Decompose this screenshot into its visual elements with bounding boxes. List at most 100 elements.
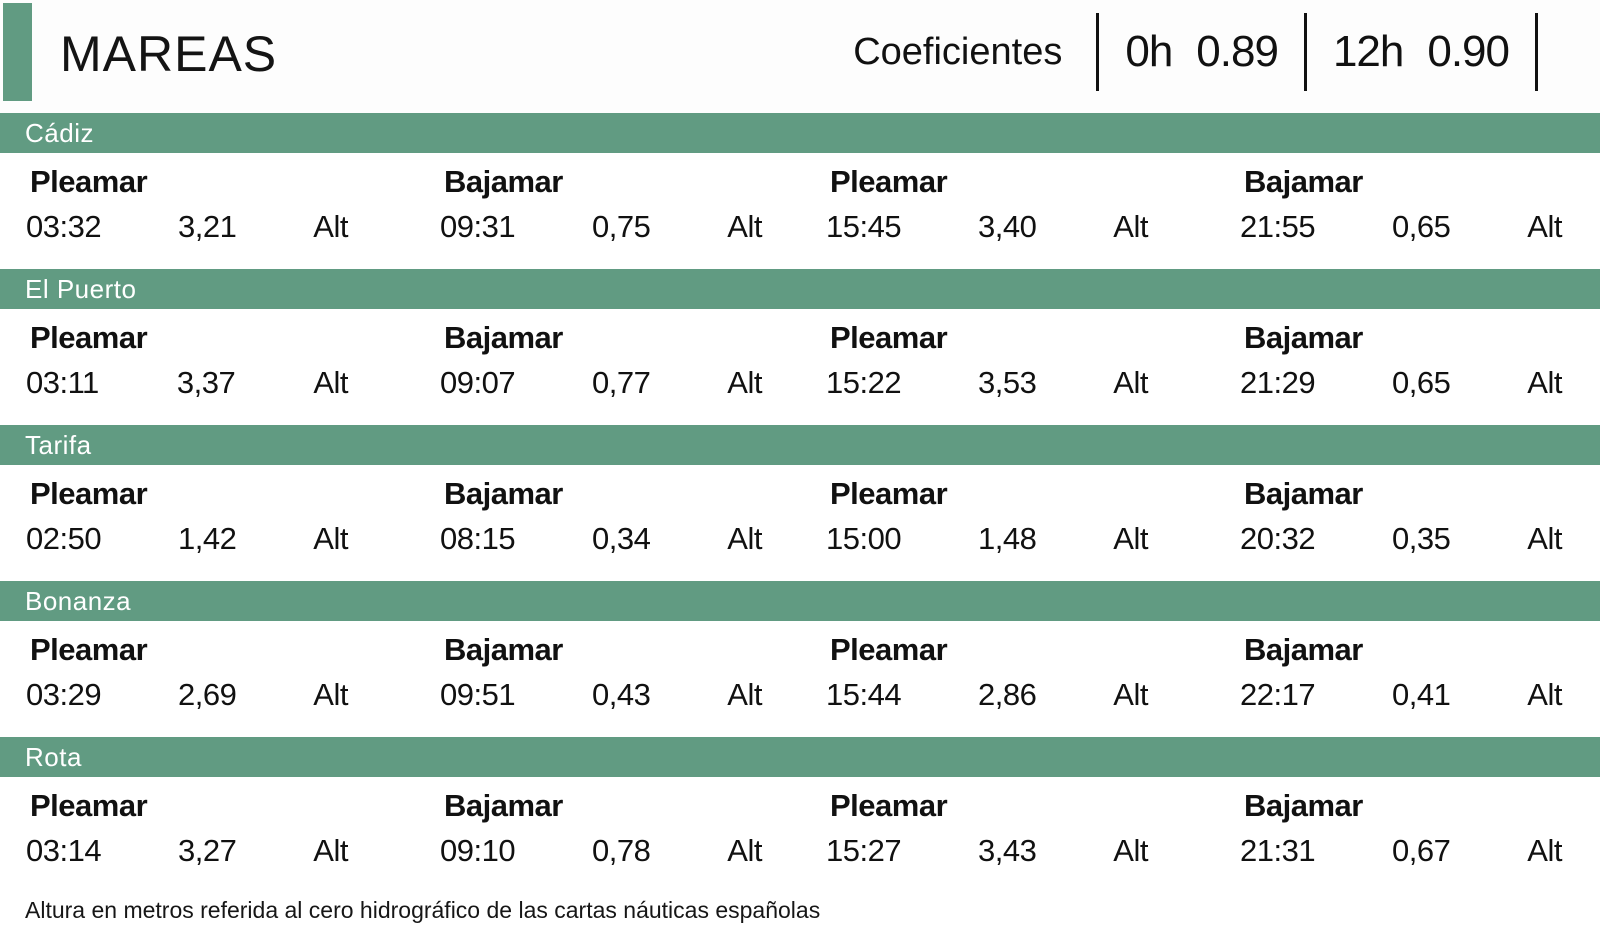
tide-cell-pleamar-2: Pleamar 15:00 1,48 Alt bbox=[800, 465, 1200, 581]
tide-time: 09:31 bbox=[440, 209, 516, 244]
tide-height: 3,43 bbox=[978, 833, 1037, 868]
tide-alt-label: Alt bbox=[313, 209, 348, 244]
tide-height: 2,86 bbox=[978, 677, 1037, 712]
station-name: Bonanza bbox=[25, 586, 132, 616]
tide-values: 09:31 0,75 Alt bbox=[440, 208, 762, 245]
tide-time: 15:27 bbox=[826, 833, 902, 868]
tide-values: 09:07 0,77 Alt bbox=[440, 364, 762, 401]
tide-type-label: Bajamar bbox=[444, 632, 563, 667]
tide-alt-label: Alt bbox=[1527, 365, 1562, 400]
tide-height: 0,65 bbox=[1392, 365, 1451, 400]
tide-time: 03:14 bbox=[26, 833, 102, 868]
station-section: El Puerto Pleamar 03:11 3,37 Alt Bajamar… bbox=[0, 269, 1600, 425]
tide-alt-label: Alt bbox=[1113, 677, 1148, 712]
tide-values: 03:32 3,21 Alt bbox=[26, 208, 348, 245]
tide-values: 15:22 3,53 Alt bbox=[826, 364, 1148, 401]
tide-type-label: Bajamar bbox=[1244, 788, 1363, 823]
tide-cell-pleamar-1: Pleamar 03:32 3,21 Alt bbox=[0, 153, 400, 269]
stations-list: Cádiz Pleamar 03:32 3,21 Alt Bajamar 09:… bbox=[0, 113, 1600, 893]
tide-height: 0,35 bbox=[1392, 521, 1451, 556]
tide-values: 21:31 0,67 Alt bbox=[1240, 832, 1562, 869]
tide-type-label: Pleamar bbox=[830, 320, 948, 355]
header: MAREAS Coeficientes 0h 0.89 12h 0.90 bbox=[0, 0, 1600, 113]
tide-grid: Pleamar 03:32 3,21 Alt Bajamar 09:31 0,7… bbox=[0, 153, 1600, 269]
station-name: Cádiz bbox=[25, 118, 94, 148]
tide-values: 09:10 0,78 Alt bbox=[440, 832, 762, 869]
tide-alt-label: Alt bbox=[313, 365, 348, 400]
tide-time: 02:50 bbox=[26, 521, 102, 556]
tide-type-label: Bajamar bbox=[1244, 632, 1363, 667]
coefficient-time: 12h bbox=[1332, 27, 1404, 76]
tide-cell-bajamar-1: Bajamar 09:51 0,43 Alt bbox=[400, 621, 800, 737]
tide-height: 0,34 bbox=[592, 521, 651, 556]
tide-alt-label: Alt bbox=[727, 209, 762, 244]
tide-cell-pleamar-1: Pleamar 02:50 1,42 Alt bbox=[0, 465, 400, 581]
tide-cell-bajamar-1: Bajamar 08:15 0,34 Alt bbox=[400, 465, 800, 581]
coefficient-value: 0.90 bbox=[1427, 27, 1510, 76]
tide-time: 15:45 bbox=[826, 209, 902, 244]
tide-values: 21:55 0,65 Alt bbox=[1240, 208, 1562, 245]
coefficient-value: 0.89 bbox=[1196, 27, 1279, 76]
tide-alt-label: Alt bbox=[1113, 209, 1148, 244]
tide-cell-pleamar-2: Pleamar 15:45 3,40 Alt bbox=[800, 153, 1200, 269]
station-name: El Puerto bbox=[25, 274, 137, 304]
tide-alt-label: Alt bbox=[313, 677, 348, 712]
tide-cell-bajamar-2: Bajamar 21:31 0,67 Alt bbox=[1200, 777, 1600, 893]
tide-cell-bajamar-1: Bajamar 09:31 0,75 Alt bbox=[400, 153, 800, 269]
tide-alt-label: Alt bbox=[727, 365, 762, 400]
station-section: Cádiz Pleamar 03:32 3,21 Alt Bajamar 09:… bbox=[0, 113, 1600, 269]
tide-time: 21:55 bbox=[1240, 209, 1316, 244]
tide-values: 03:29 2,69 Alt bbox=[26, 676, 348, 713]
coefficient-12h: 12h 0.90 bbox=[1307, 27, 1535, 77]
tide-cell-bajamar-2: Bajamar 22:17 0,41 Alt bbox=[1200, 621, 1600, 737]
tide-alt-label: Alt bbox=[1527, 677, 1562, 712]
tide-values: 03:11 3,37 Alt bbox=[26, 364, 348, 401]
tide-type-label: Bajamar bbox=[444, 788, 563, 823]
tide-height: 0,77 bbox=[592, 365, 651, 400]
tide-time: 03:11 bbox=[26, 365, 99, 400]
tide-time: 15:22 bbox=[826, 365, 902, 400]
station-name: Tarifa bbox=[25, 430, 92, 460]
tide-alt-label: Alt bbox=[313, 521, 348, 556]
tide-height: 0,43 bbox=[592, 677, 651, 712]
tide-alt-label: Alt bbox=[1113, 365, 1148, 400]
tide-cell-bajamar-2: Bajamar 21:29 0,65 Alt bbox=[1200, 309, 1600, 425]
station-section: Rota Pleamar 03:14 3,27 Alt Bajamar 09:1… bbox=[0, 737, 1600, 893]
separator-line bbox=[1535, 13, 1538, 91]
tide-time: 09:07 bbox=[440, 365, 516, 400]
tide-height: 0,75 bbox=[592, 209, 651, 244]
tide-values: 20:32 0,35 Alt bbox=[1240, 520, 1562, 557]
tide-alt-label: Alt bbox=[1527, 209, 1562, 244]
station-section: Bonanza Pleamar 03:29 2,69 Alt Bajamar 0… bbox=[0, 581, 1600, 737]
coefficient-0h: 0h 0.89 bbox=[1099, 27, 1304, 77]
tide-height: 3,27 bbox=[178, 833, 237, 868]
tide-type-label: Pleamar bbox=[830, 632, 948, 667]
accent-bar bbox=[3, 3, 32, 101]
station-banner: Cádiz bbox=[0, 113, 1600, 153]
station-banner: Rota bbox=[0, 737, 1600, 777]
page-title: MAREAS bbox=[60, 26, 278, 82]
tide-values: 15:00 1,48 Alt bbox=[826, 520, 1148, 557]
tide-values: 15:44 2,86 Alt bbox=[826, 676, 1148, 713]
tide-type-label: Bajamar bbox=[444, 476, 563, 511]
tide-alt-label: Alt bbox=[1113, 521, 1148, 556]
tide-alt-label: Alt bbox=[1113, 833, 1148, 868]
tide-cell-pleamar-1: Pleamar 03:14 3,27 Alt bbox=[0, 777, 400, 893]
tide-grid: Pleamar 03:14 3,27 Alt Bajamar 09:10 0,7… bbox=[0, 777, 1600, 893]
tide-cell-bajamar-1: Bajamar 09:10 0,78 Alt bbox=[400, 777, 800, 893]
station-section: Tarifa Pleamar 02:50 1,42 Alt Bajamar 08… bbox=[0, 425, 1600, 581]
station-banner: El Puerto bbox=[0, 269, 1600, 309]
tide-type-label: Pleamar bbox=[830, 476, 948, 511]
tide-type-label: Pleamar bbox=[830, 788, 948, 823]
tide-type-label: Bajamar bbox=[444, 164, 563, 199]
separator-line bbox=[1303, 13, 1307, 91]
tide-height: 3,53 bbox=[978, 365, 1037, 400]
separator-line bbox=[1096, 13, 1100, 91]
coefficients-label: Coeficientes bbox=[853, 30, 1063, 73]
tide-values: 15:45 3,40 Alt bbox=[826, 208, 1148, 245]
tide-time: 08:15 bbox=[440, 521, 516, 556]
tide-values: 22:17 0,41 Alt bbox=[1240, 676, 1562, 713]
tide-height: 3,37 bbox=[176, 365, 236, 400]
tide-type-label: Pleamar bbox=[30, 632, 148, 667]
tide-type-label: Pleamar bbox=[30, 476, 148, 511]
